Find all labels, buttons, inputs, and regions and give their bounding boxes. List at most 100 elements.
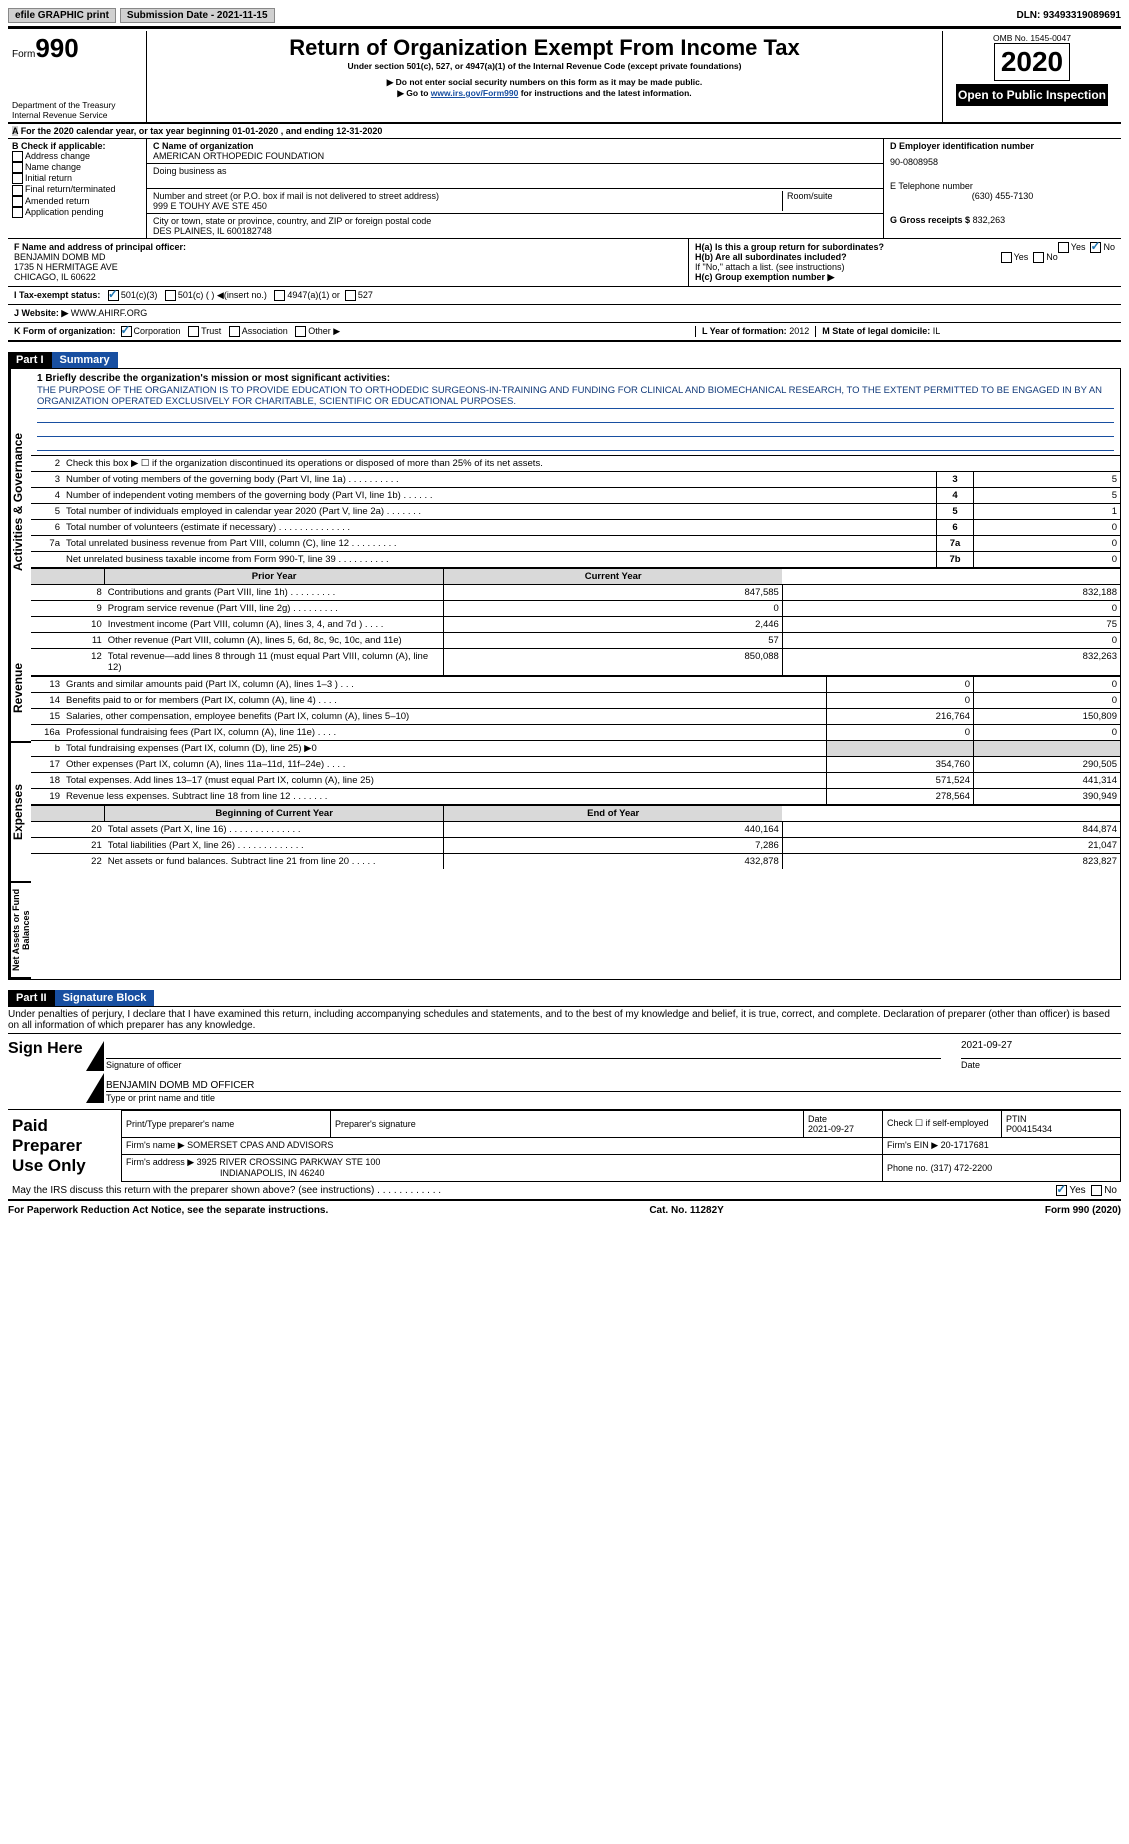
line-num: 11 bbox=[31, 633, 105, 649]
lbl-amended: Amended return bbox=[25, 196, 90, 206]
line-box: 7b bbox=[937, 552, 974, 568]
current-year: 823,827 bbox=[782, 854, 1120, 870]
lbl-trust: Trust bbox=[201, 326, 221, 336]
chk-trust[interactable] bbox=[188, 326, 199, 337]
current-year bbox=[974, 741, 1121, 757]
line-text: Total assets (Part X, line 16) . . . . .… bbox=[105, 822, 444, 838]
pra-notice: For Paperwork Reduction Act Notice, see … bbox=[8, 1205, 328, 1216]
line-num: 3 bbox=[31, 472, 63, 488]
chk-app-pending[interactable] bbox=[12, 207, 23, 218]
block-b-to-g: B Check if applicable: Address change Na… bbox=[8, 139, 1121, 239]
line-num: 16a bbox=[31, 725, 63, 741]
line-num: 12 bbox=[31, 649, 105, 676]
top-toolbar: efile GRAPHIC print Submission Date - 20… bbox=[8, 8, 1121, 23]
firm-addr-lbl: Firm's address ▶ bbox=[126, 1157, 194, 1167]
partII-header: Part II bbox=[8, 990, 55, 1006]
partI-header: Part I bbox=[8, 352, 52, 368]
prior-year: 57 bbox=[444, 633, 783, 649]
efile-print-button[interactable]: efile GRAPHIC print bbox=[8, 8, 116, 23]
line-num: 2 bbox=[31, 456, 63, 472]
dept-label: Department of the Treasury bbox=[12, 100, 142, 110]
chk-other[interactable] bbox=[295, 326, 306, 337]
vert-exp: Expenses bbox=[9, 743, 31, 883]
preparer-table: Print/Type preparer's name Preparer's si… bbox=[121, 1110, 1121, 1182]
line-text: Total fundraising expenses (Part IX, col… bbox=[63, 741, 827, 757]
ha-no[interactable] bbox=[1090, 242, 1101, 253]
line-text: Total unrelated business revenue from Pa… bbox=[63, 536, 937, 552]
sig-date: 2021-09-27 bbox=[961, 1040, 1121, 1058]
irs-label: Internal Revenue Service bbox=[12, 110, 142, 120]
line-num: 13 bbox=[31, 676, 63, 693]
line-text: Total number of individuals employed in … bbox=[63, 504, 937, 520]
line-text: Net unrelated business taxable income fr… bbox=[63, 552, 937, 568]
discuss-question: May the IRS discuss this return with the… bbox=[12, 1185, 1056, 1196]
vert-gov: Activities & Governance bbox=[9, 369, 31, 635]
prior-year: 7,286 bbox=[444, 838, 783, 854]
prior-year: 0 bbox=[827, 693, 974, 709]
rowM-label: M State of legal domicile: bbox=[822, 326, 930, 336]
chk-501c[interactable] bbox=[165, 290, 176, 301]
prior-year bbox=[827, 741, 974, 757]
gov-table: 2 Check this box ▶ ☐ if the organization… bbox=[31, 455, 1120, 567]
prior-year: 571,524 bbox=[827, 773, 974, 789]
line-val: 5 bbox=[974, 488, 1121, 504]
city-value: DES PLAINES, IL 600182748 bbox=[153, 226, 272, 236]
chk-4947[interactable] bbox=[274, 290, 285, 301]
line-num: 6 bbox=[31, 520, 63, 536]
line-text: Check this box ▶ ☐ if the organization d… bbox=[63, 456, 1120, 472]
year-formation: 2012 bbox=[789, 326, 809, 336]
chk-amended[interactable] bbox=[12, 196, 23, 207]
street-label: Number and street (or P.O. box if mail i… bbox=[153, 191, 439, 201]
website-value: WWW.AHIRF.ORG bbox=[71, 308, 148, 318]
officer-addr2: CHICAGO, IL 60622 bbox=[14, 272, 96, 282]
lbl-other: Other ▶ bbox=[308, 326, 340, 336]
partI-title: Summary bbox=[52, 352, 118, 368]
prior-year: 847,585 bbox=[444, 585, 783, 601]
line-num: 14 bbox=[31, 693, 63, 709]
ha-yes[interactable] bbox=[1058, 242, 1069, 253]
street-value: 999 E TOUHY AVE STE 450 bbox=[153, 201, 267, 211]
discuss-no[interactable] bbox=[1091, 1185, 1102, 1196]
form-subtitle: Under section 501(c), 527, or 4947(a)(1)… bbox=[155, 61, 934, 71]
line-text: Other revenue (Part VIII, column (A), li… bbox=[105, 633, 444, 649]
block-f-h: F Name and address of principal officer:… bbox=[8, 239, 1121, 287]
line-box: 7a bbox=[937, 536, 974, 552]
lbl-501c: 501(c) ( ) ◀(insert no.) bbox=[178, 290, 267, 300]
vert-rev: Revenue bbox=[9, 635, 31, 743]
chk-corp[interactable] bbox=[121, 326, 132, 337]
chk-527[interactable] bbox=[345, 290, 356, 301]
chk-501c3[interactable] bbox=[108, 290, 119, 301]
chk-initial-return[interactable] bbox=[12, 173, 23, 184]
hb-no[interactable] bbox=[1033, 252, 1044, 263]
hb-yes[interactable] bbox=[1001, 252, 1012, 263]
perjury-text: Under penalties of perjury, I declare th… bbox=[8, 1006, 1121, 1033]
sig-date-label: Date bbox=[961, 1058, 1121, 1070]
line-num: 9 bbox=[31, 601, 105, 617]
line-num: 18 bbox=[31, 773, 63, 789]
line-text: Professional fundraising fees (Part IX, … bbox=[63, 725, 827, 741]
current-year: 832,188 bbox=[782, 585, 1120, 601]
goto-link[interactable]: ▶ Go to www.irs.gov/Form990 for instruct… bbox=[155, 88, 934, 99]
current-year: 0 bbox=[974, 693, 1121, 709]
line-text: Total revenue—add lines 8 through 11 (mu… bbox=[105, 649, 444, 676]
chk-final-return[interactable] bbox=[12, 185, 23, 196]
chk-name-change[interactable] bbox=[12, 162, 23, 173]
discuss-yes[interactable] bbox=[1056, 1185, 1067, 1196]
chk-address-change[interactable] bbox=[12, 151, 23, 162]
period-line: A For the 2020 calendar year, or tax yea… bbox=[8, 124, 1121, 139]
lbl-corp: Corporation bbox=[134, 326, 181, 336]
submission-date-button[interactable]: Submission Date - 2021-11-15 bbox=[120, 8, 275, 23]
mission-q: 1 Briefly describe the organization's mi… bbox=[37, 373, 1114, 384]
Hb-label: H(b) Are all subordinates included? bbox=[695, 252, 847, 262]
dln-label: DLN: 93493319089691 bbox=[1016, 10, 1121, 21]
chk-assoc[interactable] bbox=[229, 326, 240, 337]
ptin-val: P00415434 bbox=[1006, 1124, 1052, 1134]
lbl-501c3: 501(c)(3) bbox=[121, 290, 158, 300]
summary-block: Activities & Governance Revenue Expenses… bbox=[8, 368, 1121, 980]
line-box: 6 bbox=[937, 520, 974, 536]
sig-name: BENJAMIN DOMB MD OFFICER bbox=[106, 1080, 1121, 1091]
line-num: 19 bbox=[31, 789, 63, 805]
line-num: 17 bbox=[31, 757, 63, 773]
prior-year: 0 bbox=[827, 725, 974, 741]
line-num: 7a bbox=[31, 536, 63, 552]
